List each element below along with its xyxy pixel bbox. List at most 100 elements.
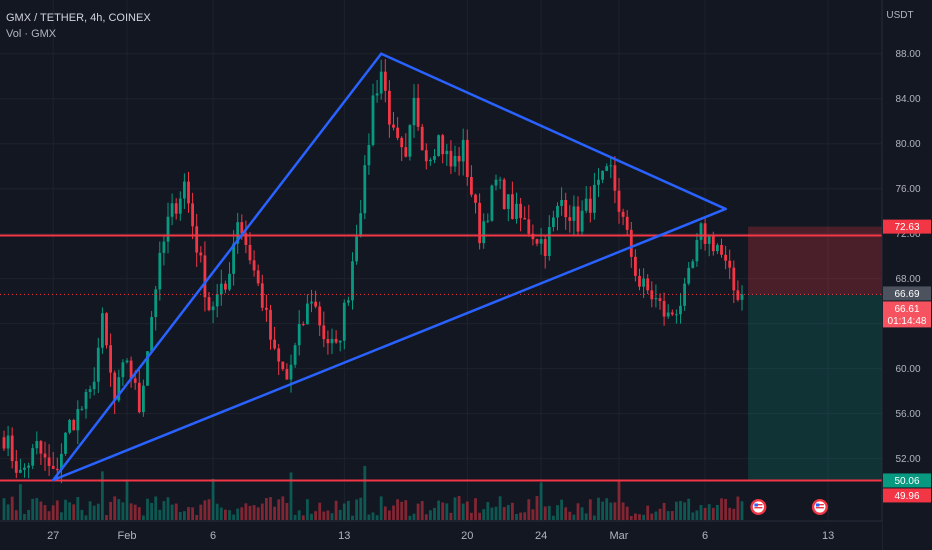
candle-body	[224, 283, 227, 290]
candle-body	[80, 408, 84, 410]
candle-body	[588, 198, 592, 213]
candle-body	[47, 457, 51, 466]
economic-events[interactable]	[750, 499, 828, 515]
volume-bar	[306, 499, 309, 520]
volume-bar	[314, 511, 317, 520]
candle-body	[297, 324, 301, 346]
volume-bar	[613, 502, 617, 520]
volume-bar	[183, 511, 186, 520]
flag-stripe	[815, 507, 824, 509]
candle-body	[55, 468, 59, 471]
volume-bar	[375, 515, 379, 520]
volume-bar	[359, 497, 363, 520]
volume-bar	[519, 512, 522, 520]
volume-bar	[482, 509, 486, 520]
volume-bar	[683, 502, 686, 520]
volume-indicator-label[interactable]: Vol · GMX	[6, 28, 57, 40]
candle-body	[695, 239, 699, 262]
volume-bar	[732, 508, 736, 520]
candle-body	[359, 213, 363, 237]
volume-bar	[716, 504, 719, 520]
volume-bar	[109, 501, 112, 520]
short-position-tool[interactable]	[748, 226, 886, 481]
candle-body	[716, 245, 719, 252]
volume-bar	[203, 500, 207, 520]
time-tick-label: 24	[535, 530, 547, 542]
candle-body	[207, 297, 211, 311]
volume-bar	[625, 506, 629, 520]
candle-body	[334, 338, 338, 343]
volume-bar	[166, 497, 170, 520]
volume-bar	[338, 509, 342, 520]
volume-bar	[55, 500, 59, 520]
candle-body	[433, 156, 436, 160]
volume-bar	[494, 506, 498, 520]
volume-bar	[728, 507, 732, 520]
volume-bar	[178, 512, 182, 520]
price-badge	[883, 219, 931, 234]
candle-body	[506, 194, 510, 209]
volume-bar	[84, 515, 88, 520]
candle-body	[14, 461, 18, 473]
volume-bar	[441, 502, 445, 520]
candle-body	[236, 222, 240, 244]
volume-bar	[638, 514, 641, 520]
candle-body	[679, 305, 682, 315]
candle-body	[269, 309, 272, 340]
candle-body	[240, 222, 244, 234]
candle-body	[441, 135, 445, 155]
price-badge-label: 66.69	[894, 289, 919, 300]
price-badge-label: 66.61	[894, 304, 919, 315]
volume-bar	[490, 507, 494, 520]
candle-body	[613, 165, 617, 191]
volume-bar	[609, 502, 613, 520]
candle-body	[650, 290, 654, 300]
price-badge	[883, 488, 931, 503]
price-tick-label: 52.00	[895, 454, 920, 465]
candle-body	[306, 303, 309, 325]
symbol-title[interactable]: GMX / TETHER, 4h, COINEX	[6, 12, 151, 24]
time-tick-label: 13	[338, 530, 350, 542]
volume-bar	[535, 496, 539, 520]
event-flag-icon	[811, 499, 828, 515]
volume-bar	[330, 513, 334, 520]
volume-bar	[650, 513, 654, 520]
candle-body	[543, 239, 547, 257]
volume-bar	[605, 498, 609, 520]
candle-body	[576, 206, 580, 232]
volume-bar	[174, 503, 178, 520]
candle-body	[273, 339, 276, 349]
candle-body	[457, 155, 461, 162]
candle-body	[707, 235, 711, 244]
price-badge-label: 72.63	[894, 222, 919, 233]
volume-bar	[121, 502, 125, 520]
time-tick-label: Mar	[610, 530, 629, 542]
candle-body	[31, 448, 35, 466]
volume-bar	[293, 514, 297, 520]
flag-stripe	[754, 504, 763, 506]
volume-bar	[400, 501, 404, 520]
candle-body	[199, 252, 203, 256]
candle-body	[326, 339, 330, 344]
volume-bar	[695, 510, 699, 520]
candle-body	[19, 469, 22, 473]
volume-bar	[498, 496, 502, 520]
volume-bar	[383, 506, 387, 520]
volume-bar	[588, 499, 592, 520]
candle-body	[412, 97, 416, 126]
volume-bar	[19, 484, 22, 520]
horizontal-levels[interactable]	[0, 234, 882, 482]
candle-body	[137, 382, 141, 413]
candle-body	[285, 369, 289, 380]
volume-bar	[416, 503, 420, 520]
triangle-trendline	[51, 52, 383, 482]
volume-bar	[23, 513, 26, 520]
candle-body	[728, 260, 732, 268]
candle-body	[23, 467, 26, 470]
volume-bar	[654, 511, 658, 520]
triangle-pattern[interactable]	[51, 52, 727, 482]
volume-bar	[342, 503, 346, 520]
volume-bar	[215, 503, 219, 520]
